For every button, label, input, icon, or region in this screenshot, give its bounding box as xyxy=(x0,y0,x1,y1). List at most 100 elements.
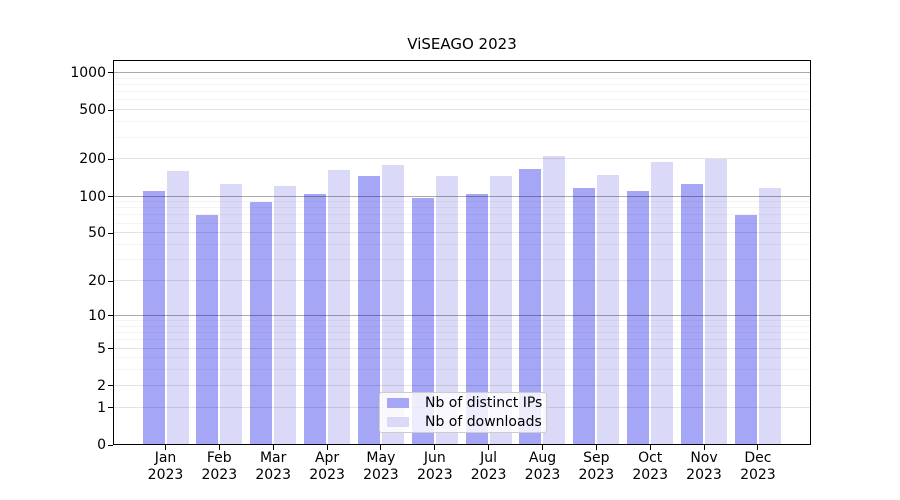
bar-distinct-ips xyxy=(411,198,434,445)
bar-distinct-ips xyxy=(465,193,488,445)
x-tick-month: Jan xyxy=(154,450,177,466)
y-tick-label: 1 xyxy=(97,399,106,416)
y-tick-label: 10 xyxy=(88,307,106,324)
y-tick-mark xyxy=(108,385,113,387)
y-tick-mark xyxy=(108,315,113,317)
minor-gridline xyxy=(113,214,811,216)
plot-area: Nb of distinct IPs Nb of downloads xyxy=(113,60,811,445)
major-gridline xyxy=(113,232,811,234)
x-tick-year: 2023 xyxy=(363,467,399,483)
major-gridline xyxy=(113,71,811,73)
major-gridline xyxy=(113,109,811,111)
major-gridline xyxy=(113,384,811,386)
bar-distinct-ips xyxy=(196,215,219,445)
y-tick-mark xyxy=(108,280,113,282)
x-tick-mark xyxy=(218,445,220,450)
x-tick-label: Jan 2023 xyxy=(134,450,198,484)
bar-downloads xyxy=(274,185,297,445)
axis-spines xyxy=(113,60,811,445)
y-tick-label: 20 xyxy=(88,273,106,289)
x-tick-year: 2023 xyxy=(255,467,291,483)
y-tick-label: 50 xyxy=(88,225,106,242)
chart-title: ViSEAGO 2023 xyxy=(407,35,517,53)
bar-distinct-ips xyxy=(357,175,380,445)
x-tick-year: 2023 xyxy=(524,467,561,483)
legend-row: Nb of downloads xyxy=(380,413,546,433)
x-tick-mark xyxy=(649,445,651,450)
legend-label-downloads: Nb of downloads xyxy=(425,414,542,431)
x-tick-month: Oct xyxy=(638,450,663,466)
y-tick-mark xyxy=(108,196,113,197)
x-tick-month: Jun xyxy=(423,450,446,466)
x-tick-mark xyxy=(326,445,328,450)
minor-gridline xyxy=(113,320,811,321)
x-tick-year: 2023 xyxy=(686,467,722,483)
grid-layer xyxy=(113,60,811,445)
minor-gridline xyxy=(113,244,811,245)
x-tick-year: 2023 xyxy=(578,467,615,483)
x-tick-month: Nov xyxy=(690,450,718,466)
major-gridline xyxy=(113,195,811,197)
y-tick-label: 500 xyxy=(79,102,106,119)
x-tick-label: Jun 2023 xyxy=(403,450,467,484)
bar-downloads xyxy=(489,176,512,445)
legend-swatch-distinct-ips xyxy=(387,397,409,408)
minor-gridline xyxy=(113,369,811,371)
x-tick-mark xyxy=(380,445,382,450)
major-gridline xyxy=(113,280,811,281)
x-tick-label: Dec 2023 xyxy=(726,450,790,484)
x-tick-year: 2023 xyxy=(632,467,668,483)
x-tick-label: Nov 2023 xyxy=(672,450,736,484)
x-tick-month: Feb xyxy=(206,450,232,466)
bar-distinct-ips xyxy=(627,190,650,445)
bar-distinct-ips xyxy=(573,188,596,445)
x-tick-label: Apr 2023 xyxy=(295,450,359,484)
y-tick-label: 200 xyxy=(79,151,106,168)
minor-gridline xyxy=(113,339,811,341)
minor-gridline xyxy=(113,83,811,85)
bar-distinct-ips xyxy=(734,214,757,445)
x-tick-month: Sep xyxy=(583,450,610,466)
bar-distinct-ips xyxy=(304,194,327,445)
minor-gridline xyxy=(113,91,811,93)
legend-row: Nb of distinct IPs xyxy=(380,393,546,413)
bar-downloads xyxy=(328,170,351,445)
x-tick-year: 2023 xyxy=(470,467,507,483)
x-tick-label: Mar 2023 xyxy=(241,450,305,484)
y-tick-mark xyxy=(108,109,113,111)
x-tick-label: Oct 2023 xyxy=(618,450,682,484)
minor-gridline xyxy=(113,201,811,203)
x-tick-label: Jul 2023 xyxy=(457,450,521,484)
bar-downloads xyxy=(381,164,404,445)
x-tick-year: 2023 xyxy=(740,467,776,483)
x-tick-year: 2023 xyxy=(147,467,184,483)
y-tick-mark xyxy=(108,158,113,160)
x-tick-label: Aug 2023 xyxy=(511,450,575,484)
bar-distinct-ips xyxy=(519,169,542,445)
bars-layer xyxy=(113,60,811,445)
x-tick-month: Dec xyxy=(744,450,772,466)
y-tick-mark xyxy=(108,444,113,446)
minor-gridline xyxy=(113,207,811,209)
bar-downloads xyxy=(597,174,620,445)
x-tick-month: Apr xyxy=(314,450,340,466)
bar-downloads xyxy=(220,184,243,445)
minor-gridline xyxy=(113,77,811,79)
x-tick-mark xyxy=(757,445,759,450)
legend: Nb of distinct IPs Nb of downloads xyxy=(379,392,547,433)
y-tick-label: 0 xyxy=(97,437,106,453)
x-tick-mark xyxy=(434,445,436,450)
bar-distinct-ips xyxy=(142,191,165,445)
major-gridline xyxy=(113,314,811,316)
major-gridline xyxy=(113,347,811,349)
major-gridline xyxy=(113,158,811,160)
y-tick-mark xyxy=(108,407,113,409)
bar-downloads xyxy=(543,155,566,445)
minor-gridline xyxy=(113,332,811,333)
minor-gridline xyxy=(113,222,811,224)
x-tick-month: May xyxy=(366,450,396,466)
x-tick-year: 2023 xyxy=(201,467,238,483)
bar-downloads xyxy=(166,170,189,445)
minor-gridline xyxy=(113,136,811,138)
